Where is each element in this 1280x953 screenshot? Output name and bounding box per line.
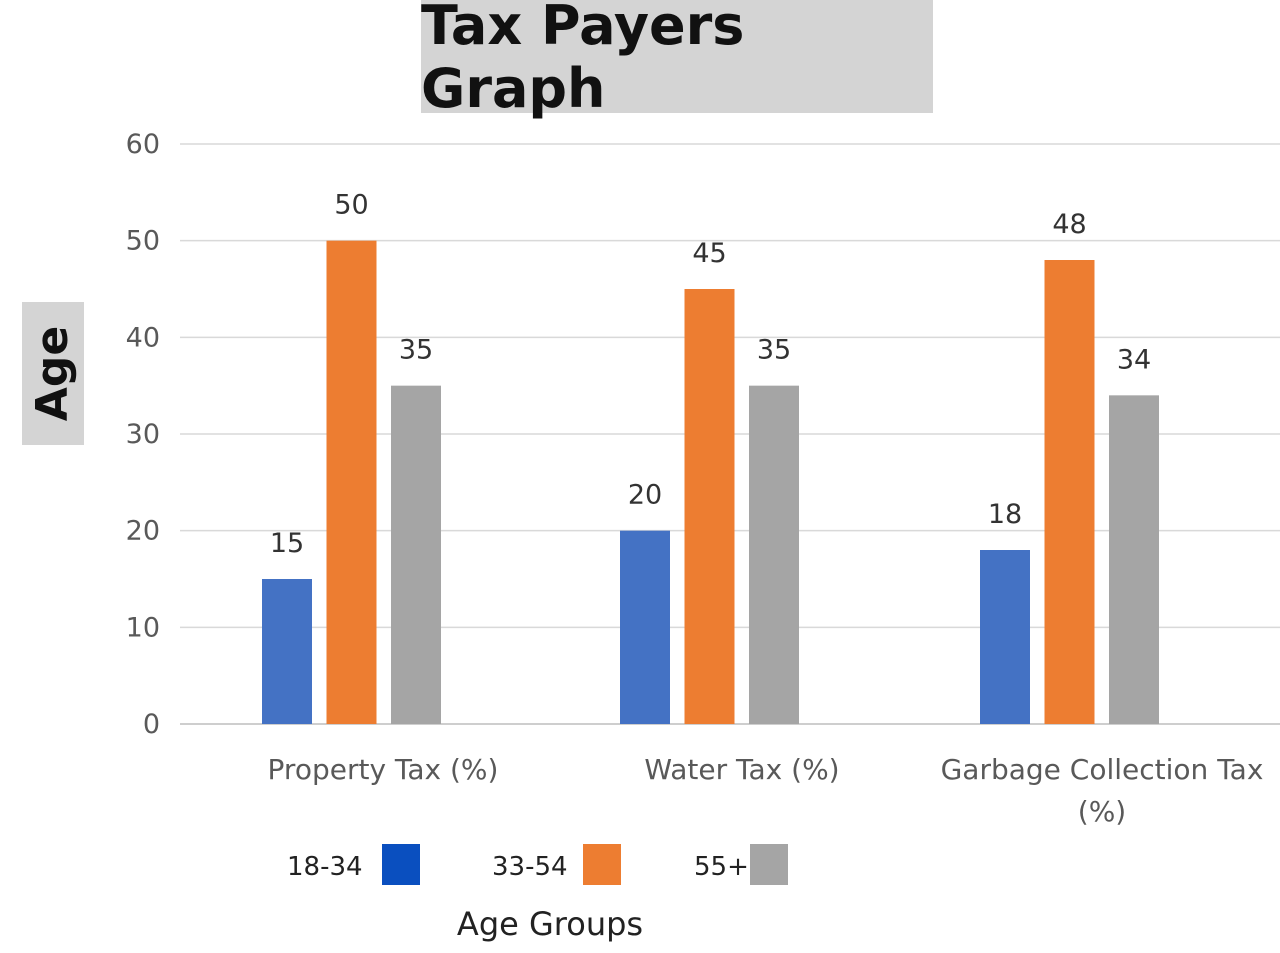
bar	[391, 385, 441, 724]
bar	[749, 385, 799, 724]
y-tick-label: 10	[126, 612, 160, 643]
data-label: 18	[988, 499, 1022, 530]
legend-swatch	[750, 844, 788, 885]
y-axis-label-box: Age	[22, 302, 84, 445]
data-label: 20	[628, 480, 662, 511]
bar	[684, 289, 735, 724]
y-tick-label: 0	[143, 709, 160, 740]
data-label: 35	[399, 335, 433, 366]
data-label: 45	[692, 238, 726, 269]
y-tick-label: 20	[126, 516, 160, 547]
bar	[262, 579, 312, 724]
bar	[326, 240, 377, 724]
legend-swatch	[583, 844, 621, 885]
y-tick-label: 40	[126, 322, 160, 353]
x-tick-label: Water Tax (%)	[644, 753, 839, 786]
x-tick-label: Garbage Collection Tax (%)	[941, 753, 1264, 828]
y-tick-label: 50	[126, 226, 160, 257]
legend-swatch	[382, 844, 420, 885]
data-label: 15	[270, 528, 304, 559]
bar	[980, 550, 1030, 724]
bar	[620, 530, 670, 724]
x-tick-label: Property Tax (%)	[268, 753, 499, 786]
chart-title: Tax Payers Graph	[421, 0, 745, 120]
legend-label: 33-54	[492, 852, 568, 882]
data-label: 50	[334, 190, 368, 221]
legend-label: 55+	[694, 852, 749, 882]
y-tick-label: 30	[126, 419, 160, 450]
chart-title-box: Tax Payers Graph	[421, 0, 933, 120]
legend-label: 18-34	[287, 852, 363, 882]
bar	[1109, 395, 1159, 724]
bar	[1044, 260, 1095, 724]
data-label: 35	[757, 335, 791, 366]
data-label: 34	[1117, 344, 1151, 375]
legend-title: Age Groups	[457, 905, 643, 943]
y-tick-label: 60	[126, 129, 160, 160]
data-label: 48	[1052, 209, 1086, 240]
